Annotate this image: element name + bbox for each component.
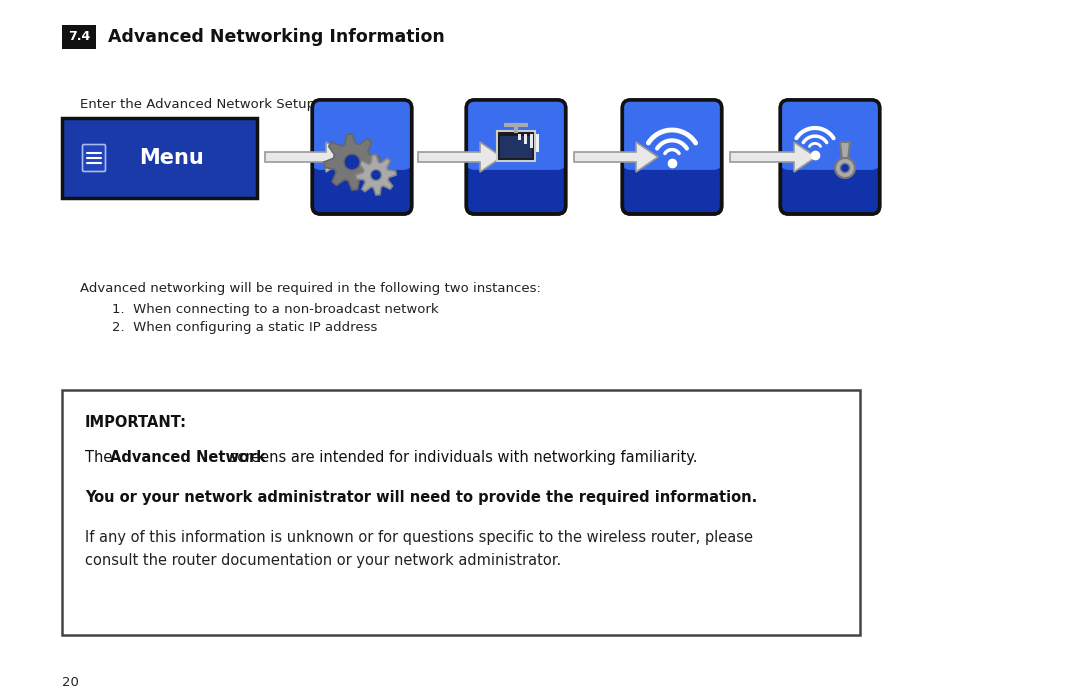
- Polygon shape: [730, 142, 816, 172]
- Text: Enter the Advanced Network Setup Menu.: Enter the Advanced Network Setup Menu.: [80, 98, 360, 111]
- Text: Advanced networking will be required in the following two instances:: Advanced networking will be required in …: [80, 282, 541, 295]
- Text: 7.4: 7.4: [68, 31, 90, 43]
- Circle shape: [370, 170, 381, 181]
- Polygon shape: [840, 142, 850, 160]
- Bar: [536, 134, 539, 152]
- Text: Menu: Menu: [139, 148, 204, 168]
- FancyBboxPatch shape: [312, 100, 411, 170]
- FancyBboxPatch shape: [467, 100, 566, 214]
- Bar: [497, 131, 535, 161]
- FancyBboxPatch shape: [781, 100, 879, 170]
- Polygon shape: [265, 142, 348, 172]
- FancyBboxPatch shape: [467, 100, 566, 170]
- Text: The: The: [85, 450, 117, 465]
- FancyBboxPatch shape: [622, 100, 721, 170]
- Circle shape: [345, 154, 360, 170]
- Polygon shape: [418, 142, 502, 172]
- FancyBboxPatch shape: [62, 118, 257, 198]
- Polygon shape: [356, 155, 396, 195]
- Bar: [524, 134, 527, 144]
- FancyBboxPatch shape: [82, 144, 106, 172]
- Text: IMPORTANT:: IMPORTANT:: [85, 415, 187, 430]
- Bar: [62, 25, 96, 49]
- Circle shape: [835, 158, 855, 178]
- Text: You or your network administrator will need to provide the required information.: You or your network administrator will n…: [85, 490, 757, 505]
- Bar: [530, 134, 534, 148]
- Polygon shape: [324, 134, 380, 190]
- Circle shape: [840, 163, 850, 172]
- Text: If any of this information is unknown or for questions specific to the wireless : If any of this information is unknown or…: [85, 530, 753, 545]
- Text: 20: 20: [62, 676, 79, 689]
- FancyBboxPatch shape: [622, 100, 721, 214]
- Polygon shape: [573, 142, 658, 172]
- Text: consult the router documentation or your network administrator.: consult the router documentation or your…: [85, 553, 562, 568]
- FancyBboxPatch shape: [781, 100, 879, 214]
- Text: screens are intended for individuals with networking familiarity.: screens are intended for individuals wit…: [226, 450, 698, 465]
- Bar: [518, 134, 521, 140]
- Text: 1.  When connecting to a non-broadcast network: 1. When connecting to a non-broadcast ne…: [112, 303, 438, 316]
- Bar: [500, 136, 532, 158]
- Text: Advanced Network: Advanced Network: [110, 450, 266, 465]
- Text: Advanced Networking Information: Advanced Networking Information: [108, 28, 445, 46]
- Text: 2.  When configuring a static IP address: 2. When configuring a static IP address: [112, 321, 377, 334]
- FancyBboxPatch shape: [312, 100, 411, 214]
- Bar: [62, 390, 860, 635]
